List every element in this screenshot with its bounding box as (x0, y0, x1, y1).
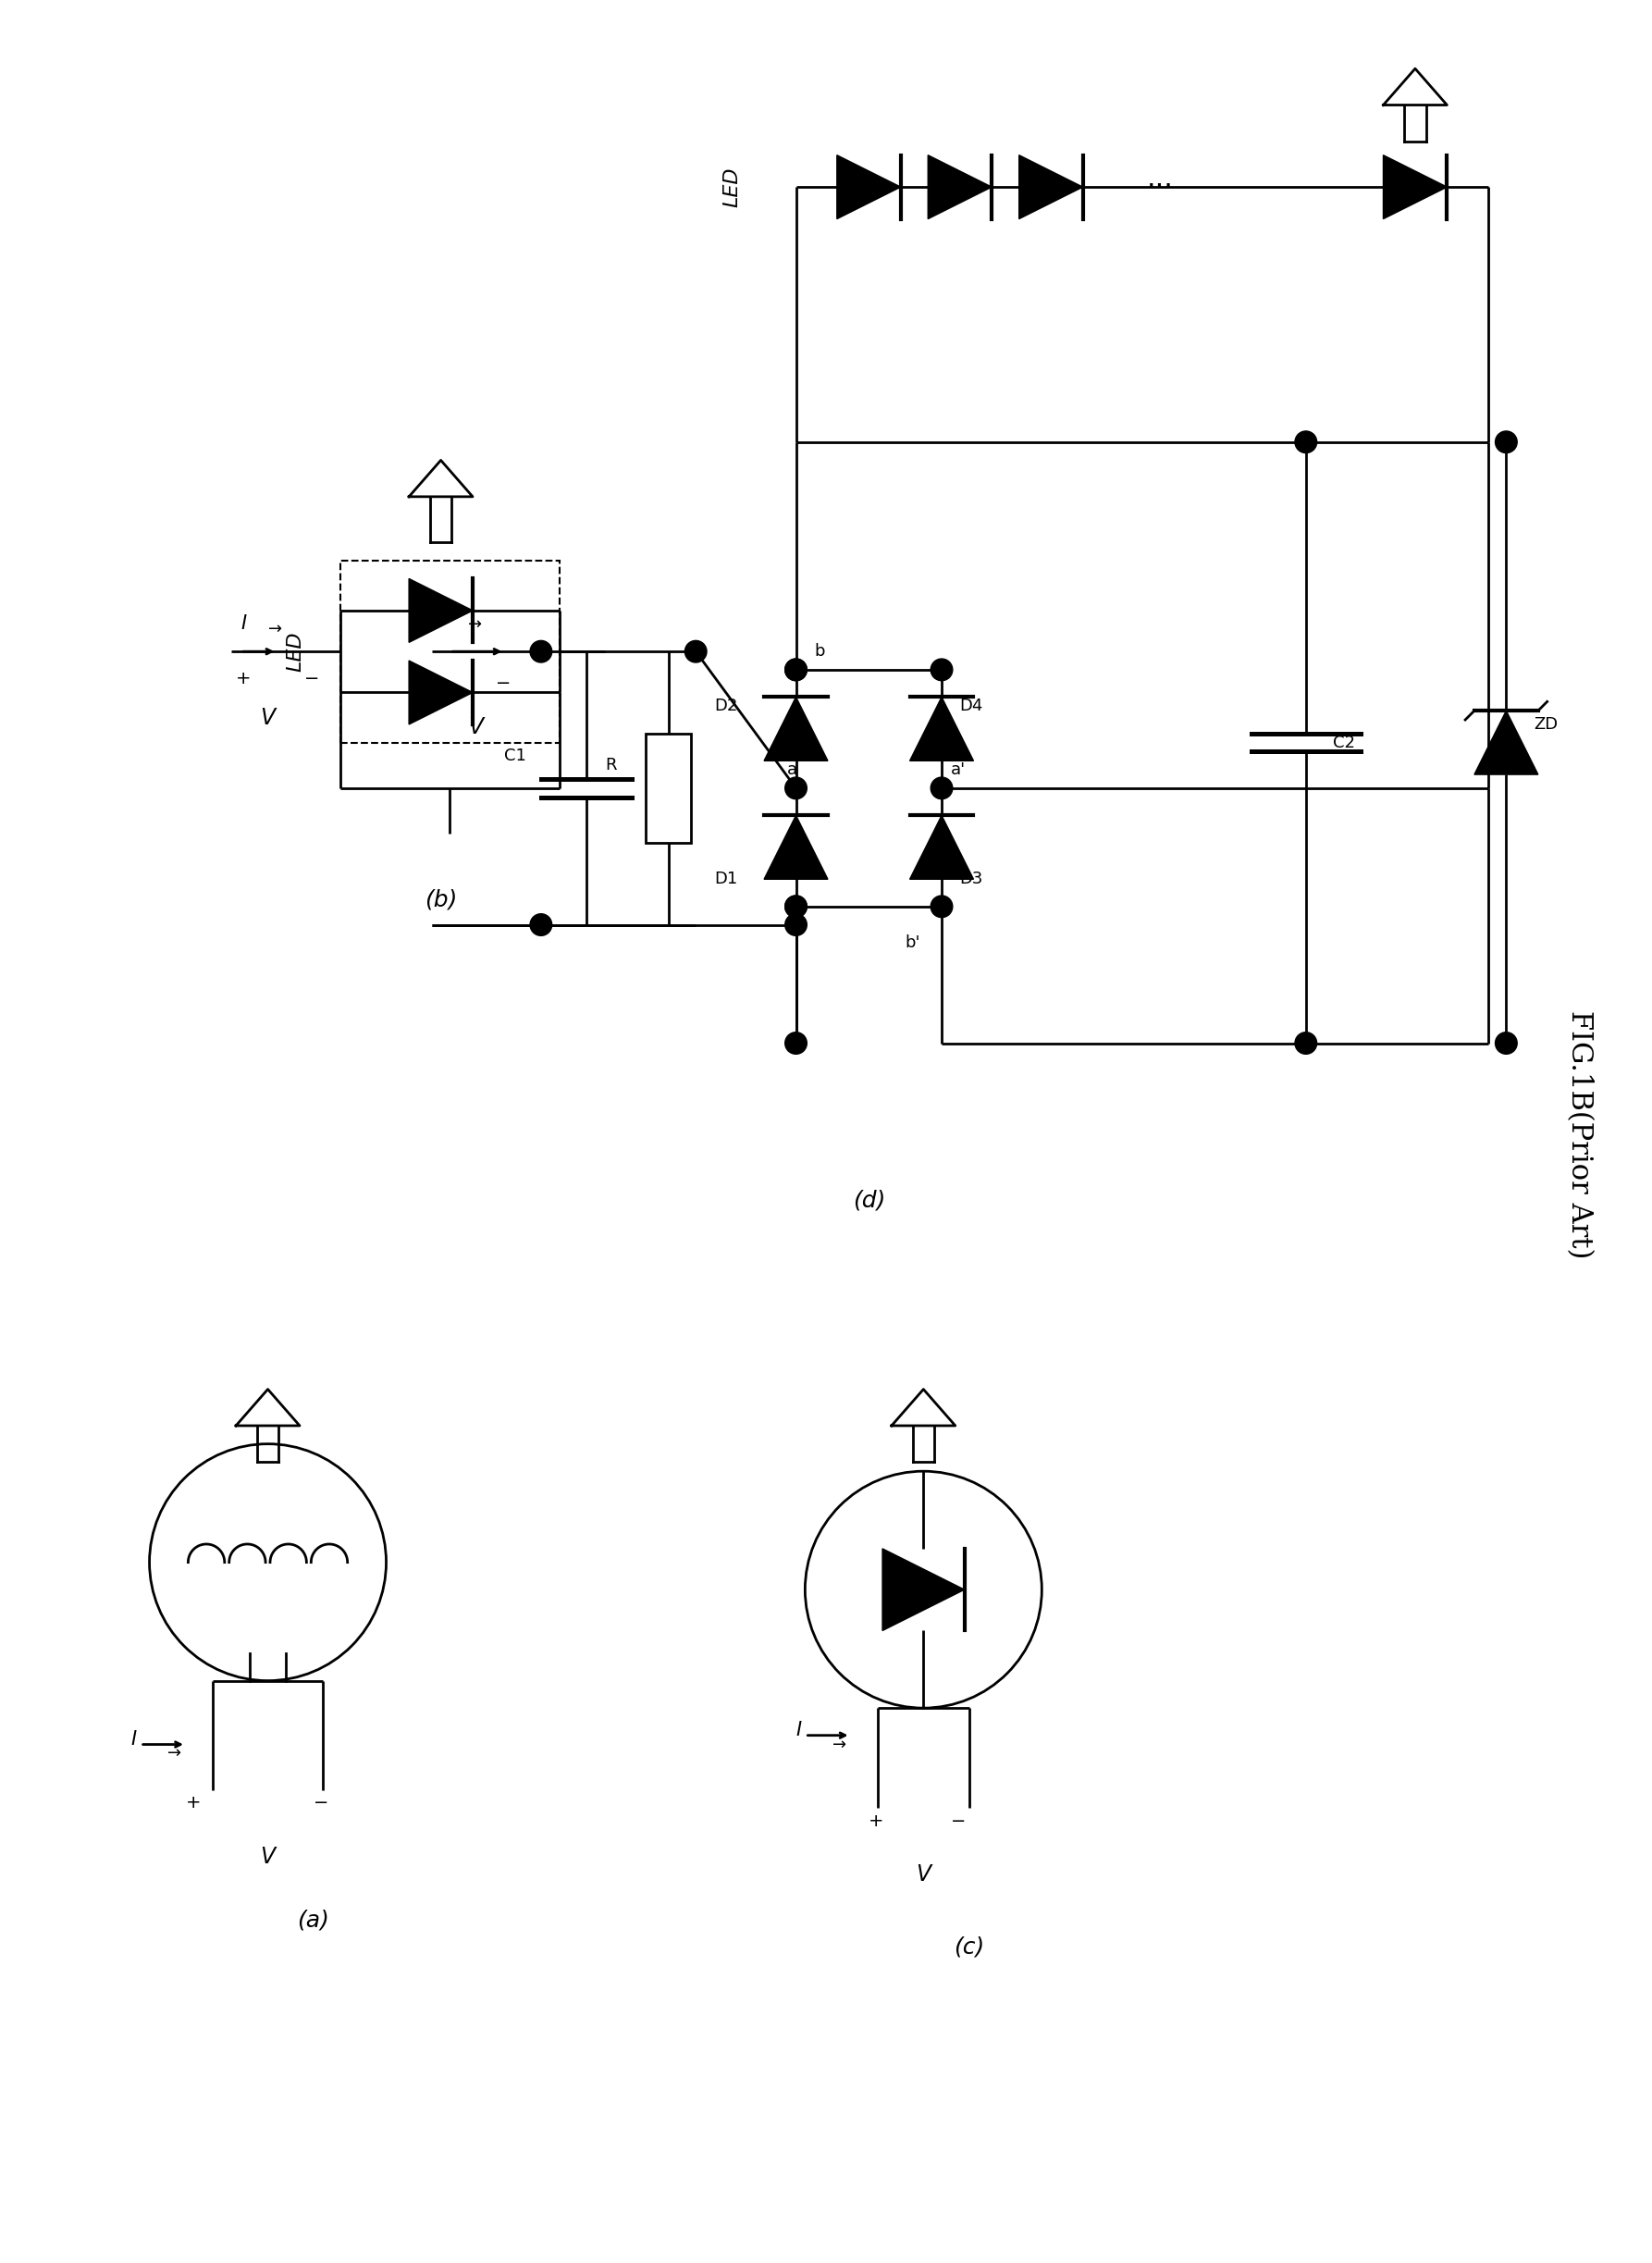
Text: (b): (b) (425, 889, 458, 912)
Circle shape (785, 896, 806, 917)
Text: (d): (d) (852, 1190, 885, 1211)
Circle shape (1495, 430, 1517, 453)
Circle shape (785, 896, 806, 917)
Text: ZD: ZD (1533, 715, 1558, 733)
Text: V: V (915, 1862, 930, 1885)
Circle shape (686, 640, 707, 663)
Text: D2: D2 (714, 697, 737, 715)
Polygon shape (928, 156, 991, 220)
Circle shape (785, 914, 806, 935)
Text: −: − (304, 670, 319, 688)
Text: D4: D4 (960, 697, 983, 715)
Bar (646, 733, 691, 842)
Circle shape (530, 914, 552, 935)
Text: V: V (261, 1844, 276, 1867)
Polygon shape (910, 697, 973, 760)
Text: D3: D3 (960, 871, 983, 887)
Text: I: I (131, 1729, 137, 1747)
Text: D1: D1 (714, 871, 737, 887)
Text: −: − (952, 1813, 966, 1831)
Text: a: a (786, 763, 798, 778)
Text: →: → (833, 1736, 846, 1754)
Text: I: I (796, 1720, 801, 1738)
Text: R: R (605, 756, 616, 774)
Circle shape (785, 1032, 806, 1055)
Circle shape (1495, 1032, 1517, 1055)
Text: b': b' (905, 935, 920, 950)
Text: (a): (a) (297, 1910, 329, 1930)
Text: −: − (496, 674, 510, 692)
Circle shape (1295, 1032, 1317, 1055)
Text: I: I (241, 613, 246, 631)
Polygon shape (765, 815, 828, 880)
Text: FIG.1B(Prior Art): FIG.1B(Prior Art) (1564, 1009, 1594, 1258)
Text: C2: C2 (1333, 733, 1355, 751)
Bar (340, 561, 558, 742)
Polygon shape (410, 661, 472, 724)
Polygon shape (1383, 156, 1447, 220)
Circle shape (930, 659, 953, 681)
Text: +: + (236, 670, 251, 688)
Text: V: V (261, 706, 276, 729)
Polygon shape (1474, 711, 1538, 774)
Text: b: b (814, 643, 824, 661)
Polygon shape (765, 697, 828, 760)
Text: +: + (431, 674, 448, 692)
Text: +: + (869, 1813, 884, 1831)
Polygon shape (838, 156, 900, 220)
Text: LED: LED (724, 167, 742, 208)
Circle shape (785, 659, 806, 681)
Text: LED: LED (286, 631, 304, 672)
Polygon shape (910, 815, 973, 880)
Text: →: → (167, 1745, 182, 1763)
Text: ···: ··· (1146, 174, 1173, 201)
Polygon shape (1019, 156, 1082, 220)
Circle shape (785, 659, 806, 681)
Text: a': a' (952, 763, 966, 778)
Text: →: → (268, 620, 282, 636)
Text: V: V (468, 715, 482, 738)
Text: (c): (c) (953, 1937, 985, 1957)
Circle shape (785, 776, 806, 799)
Circle shape (1295, 430, 1317, 453)
Polygon shape (882, 1548, 965, 1632)
Circle shape (530, 640, 552, 663)
Text: I: I (441, 600, 446, 618)
Circle shape (930, 776, 953, 799)
Text: −: − (314, 1795, 329, 1813)
Text: +: + (187, 1795, 202, 1813)
Circle shape (930, 896, 953, 917)
Text: →: → (468, 616, 482, 631)
Polygon shape (410, 579, 472, 643)
Text: C1: C1 (504, 747, 527, 765)
